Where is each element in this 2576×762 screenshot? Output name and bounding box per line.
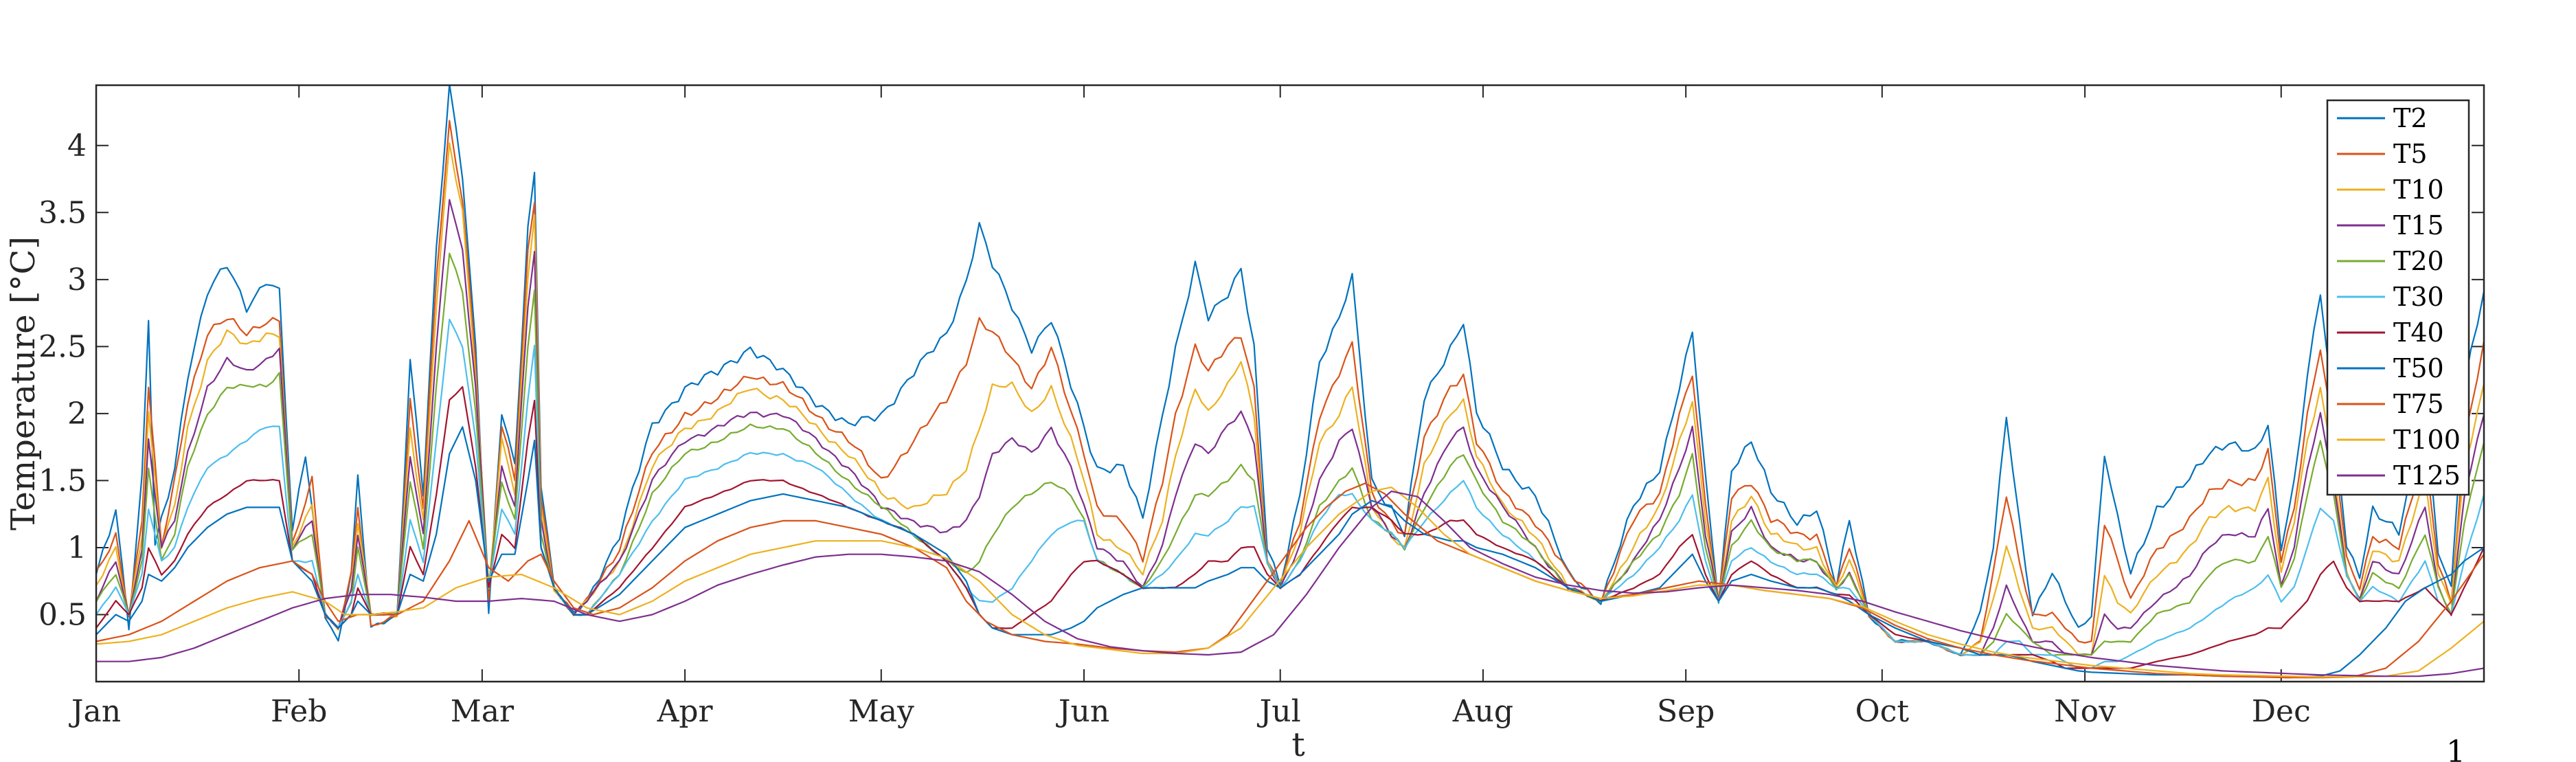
x-tick-label: Mar <box>451 694 515 729</box>
legend-entry: T5 <box>2393 139 2428 169</box>
y-tick-label: 4 <box>67 128 87 164</box>
x-tick-label: Dec <box>2252 694 2311 729</box>
x-tick-label: Jun <box>1056 694 1109 729</box>
y-tick-label: 2 <box>67 396 87 432</box>
legend-entry: T30 <box>2393 282 2444 312</box>
legend-entry: T15 <box>2393 210 2444 240</box>
x-tick-label: Apr <box>657 694 714 729</box>
y-axis-label: Temperature [°C] <box>4 236 43 530</box>
series-line-t50 <box>96 426 2484 679</box>
legend: T2 T5 T10 T15 T20 T30 T40 T50 T75 T100 T125 <box>2326 99 2470 496</box>
page-number: 1 <box>2446 735 2465 762</box>
x-axis-label: t <box>1291 726 1304 762</box>
legend-entry: T10 <box>2393 175 2444 205</box>
x-tick-label: Sep <box>1657 694 1715 729</box>
legend-entry: T100 <box>2393 425 2461 455</box>
x-tick-label: May <box>848 694 914 729</box>
series-line-t100 <box>96 486 2484 678</box>
legend-entry: T125 <box>2393 460 2461 491</box>
plot-lines <box>96 85 2484 679</box>
y-tick-labels: 0.5 1 1.5 2 2.5 3 3.5 4 <box>38 128 87 633</box>
x-tick-label: Aug <box>1452 694 1513 729</box>
y-tick-label: 1 <box>67 530 87 565</box>
series-line-t75 <box>96 482 2484 679</box>
x-tick-labels: Jan Feb Mar Apr May Jun Jul Aug Sep Oct Nov Dec <box>69 694 2311 729</box>
x-tick-label: Jul <box>1257 694 1301 729</box>
x-tick-label: Feb <box>271 694 327 729</box>
y-tick-label: 1.5 <box>38 463 87 498</box>
legend-entry: T50 <box>2393 353 2444 383</box>
axis-ticks <box>95 85 2484 682</box>
x-tick-label: Jan <box>69 694 121 729</box>
legend-entry: T75 <box>2393 389 2444 419</box>
legend-entry: T20 <box>2393 246 2444 276</box>
x-tick-label: Oct <box>1855 694 1910 729</box>
y-tick-label: 3 <box>67 262 87 298</box>
y-tick-label: 2.5 <box>38 329 87 364</box>
series-line-t125 <box>96 490 2484 677</box>
axes-box <box>95 84 2485 683</box>
legend-entry: T40 <box>2393 317 2444 348</box>
y-tick-label: 0.5 <box>38 597 87 632</box>
x-tick-label: Nov <box>2054 694 2116 729</box>
y-tick-label: 3.5 <box>38 195 87 230</box>
legend-entry: T2 <box>2393 103 2428 133</box>
